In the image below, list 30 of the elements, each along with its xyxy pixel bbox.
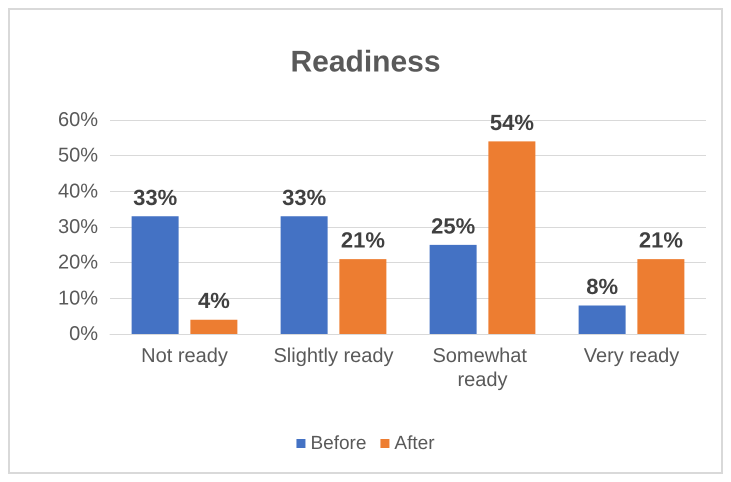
data-label: 33% xyxy=(282,184,326,210)
y-tick-label: 50% xyxy=(58,144,98,167)
chart-title: Readiness xyxy=(290,46,441,78)
data-label: 4% xyxy=(198,288,230,314)
bar xyxy=(132,216,179,334)
bar xyxy=(578,305,626,334)
legend-label: Before xyxy=(310,433,366,454)
bar xyxy=(430,244,477,334)
bar xyxy=(637,259,684,334)
x-tick-label: Slightly ready xyxy=(273,345,394,367)
x-tick-label: Not ready xyxy=(141,345,228,367)
legend-label: After xyxy=(394,433,436,454)
data-label: 25% xyxy=(431,213,476,238)
bar xyxy=(488,141,536,334)
y-tick-label: 40% xyxy=(58,180,98,202)
data-label: 33% xyxy=(133,184,178,210)
y-tick-label: 10% xyxy=(58,287,98,310)
data-label: 54% xyxy=(490,110,534,135)
x-tick-label: Very ready xyxy=(584,345,680,367)
data-label: 8% xyxy=(586,274,618,299)
y-tick-label: 0% xyxy=(69,323,98,345)
data-label: 21% xyxy=(638,228,683,253)
bar xyxy=(280,216,328,334)
y-tick-label: 30% xyxy=(58,216,98,238)
y-tick-label: 60% xyxy=(58,109,98,131)
bar xyxy=(190,320,238,334)
bar xyxy=(339,259,386,334)
x-tick-label: Somewhat ready xyxy=(432,345,533,391)
data-label: 21% xyxy=(340,228,385,253)
y-tick-label: 20% xyxy=(58,252,98,274)
